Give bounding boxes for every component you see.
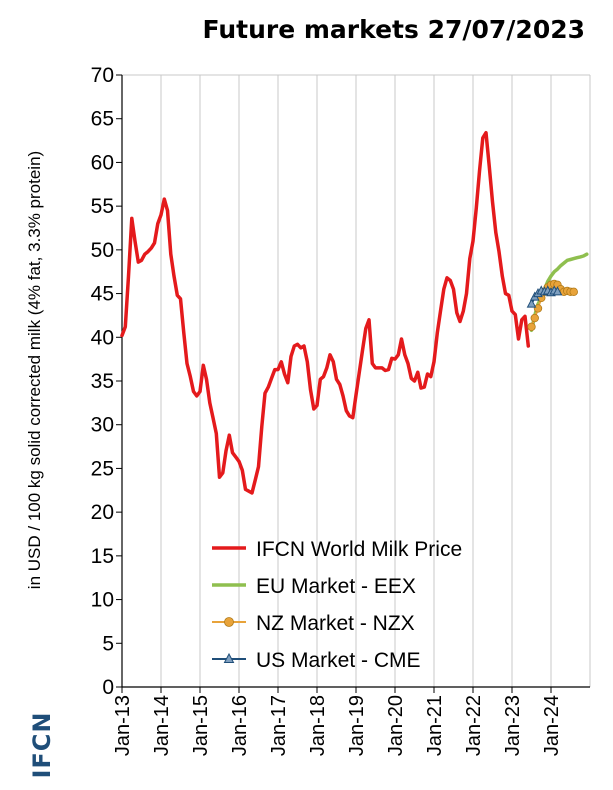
y-tick-label: 0 xyxy=(102,676,114,699)
series-point xyxy=(552,286,563,296)
y-tick-label: 45 xyxy=(91,283,114,306)
y-axis-label: in USD / 100 kg solid corrected milk (4%… xyxy=(25,151,44,589)
series-point xyxy=(526,298,537,308)
legend-marker xyxy=(223,652,235,663)
x-tick-label: Jan-20 xyxy=(385,695,407,756)
x-axis-ticks: Jan-13 Jan-14 Jan-15 Jan-16 Jan-17 Jan-18 Jan-… xyxy=(112,687,563,756)
grid xyxy=(121,74,591,687)
y-tick-label: 65 xyxy=(91,108,114,131)
x-tick-label: Jan-15 xyxy=(190,695,212,756)
x-tick-label: Jan-19 xyxy=(346,695,368,756)
x-tick-label: Jan-21 xyxy=(424,695,446,756)
y-tick-label: 40 xyxy=(91,326,114,349)
series-point xyxy=(533,304,543,313)
chart-title: Future markets 27/07/2023 xyxy=(203,15,585,44)
legend-label: EU Market - EEX xyxy=(256,575,416,598)
series-point xyxy=(530,313,539,323)
series-point xyxy=(569,287,578,297)
series-line-1 xyxy=(120,130,531,495)
y-tick-label: 70 xyxy=(91,64,114,87)
y-tick-label: 60 xyxy=(91,151,114,174)
x-tick-label: Jan-24 xyxy=(541,695,563,756)
y-tick-label: 15 xyxy=(91,545,114,568)
y-tick-label: 10 xyxy=(91,589,114,612)
x-tick-label: Jan-14 xyxy=(151,695,173,756)
series-group xyxy=(120,130,589,495)
x-tick-label: Jan-13 xyxy=(112,695,134,756)
y-tick-label: 25 xyxy=(91,457,114,480)
series-point xyxy=(527,322,536,331)
legend-label: NZ Market - NZX xyxy=(256,612,415,635)
x-tick-label: Jan-18 xyxy=(307,695,329,756)
x-tick-label: Jan-16 xyxy=(229,695,251,756)
legend: IFCN World Milk Price EU Market - EEX NZ M… xyxy=(212,538,462,672)
x-tick-label: Jan-17 xyxy=(268,695,290,756)
legend-label: IFCN World Milk Price xyxy=(256,538,462,561)
ifcn-logo: IFCN xyxy=(28,711,56,778)
y-axis-ticks: 0 5 10 15 20 25 30 35 40 45 50 55 60 65 70 xyxy=(91,64,122,699)
legend-marker xyxy=(224,617,234,627)
y-tick-label: 55 xyxy=(91,195,114,218)
x-tick-label: Jan-23 xyxy=(502,695,524,756)
y-tick-label: 50 xyxy=(91,239,114,262)
legend-label: US Market - CME xyxy=(256,649,421,672)
y-tick-label: 35 xyxy=(91,370,114,393)
y-tick-label: 5 xyxy=(102,632,114,655)
y-tick-label: 30 xyxy=(91,414,114,437)
y-tick-label: 20 xyxy=(91,501,114,524)
x-tick-label: Jan-22 xyxy=(463,695,485,756)
